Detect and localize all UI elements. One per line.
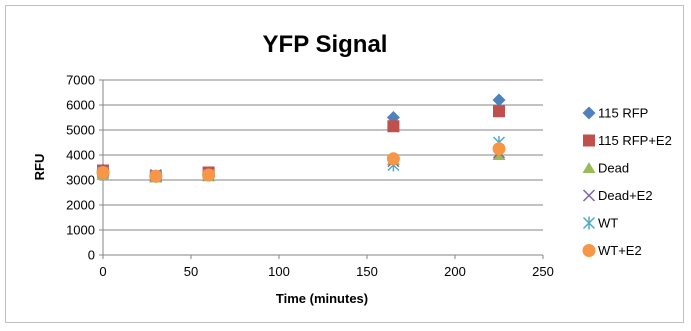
- y-tick-label: 3000: [66, 173, 95, 188]
- y-tick-label: 4000: [66, 148, 95, 163]
- data-point: [386, 152, 400, 166]
- legend-marker: [582, 244, 596, 257]
- data-point: [96, 166, 110, 179]
- legend-label: WT+E2: [598, 243, 642, 258]
- x-axis-title: Time (minutes): [276, 291, 368, 306]
- data-point: [202, 168, 216, 182]
- y-axis-title: RFU: [32, 154, 47, 181]
- legend-item: 115 RFP+E2: [583, 133, 672, 148]
- legend-label: Dead+E2: [598, 188, 653, 203]
- y-tick-label: 1000: [66, 223, 95, 238]
- chart-title: YFP Signal: [263, 31, 388, 58]
- y-tick-labels: 0 1000 2000 3000 4000 5000 6000 7000: [66, 73, 95, 263]
- data-point: [492, 93, 506, 107]
- data-point: [493, 105, 505, 118]
- x-tick-label: 150: [356, 264, 378, 279]
- y-tick-label: 5000: [66, 123, 95, 138]
- legend-label: WT: [598, 216, 618, 231]
- legend-label: 115 RFP+E2: [598, 133, 672, 148]
- legend-item: WT: [582, 216, 618, 231]
- legend-item: 115 RFP: [582, 106, 648, 121]
- legend-marker: [582, 106, 596, 120]
- legend: 115 RFP 115 RFP+E2 Dead Dead+E2 WT WT+E2: [582, 106, 672, 258]
- x-tick-label: 100: [268, 264, 290, 279]
- data-point: [387, 120, 400, 133]
- x-tick-labels: 0 50 100 150 200 250: [99, 264, 553, 279]
- y-tick-label: 2000: [66, 198, 95, 213]
- legend-marker: [582, 162, 596, 173]
- series-wt-e2: [96, 142, 506, 183]
- y-tick-label: 0: [88, 248, 95, 263]
- x-tick-label: 200: [444, 264, 466, 279]
- chart-frame: [5, 5, 684, 323]
- data-points: [96, 93, 506, 183]
- series-115-rfp: [96, 93, 506, 183]
- legend-marker: [582, 216, 596, 230]
- x-tick-label: 250: [532, 264, 554, 279]
- legend-item: Dead+E2: [582, 188, 653, 203]
- legend-label: 115 RFP: [598, 106, 648, 121]
- gridlines: [103, 79, 543, 231]
- legend-item: WT+E2: [582, 243, 642, 258]
- x-tick-label: 50: [184, 264, 198, 279]
- x-tick-label: 0: [99, 264, 106, 279]
- legend-label: Dead: [598, 161, 629, 176]
- y-tick-label: 7000: [66, 73, 95, 88]
- legend-marker: [582, 189, 596, 202]
- legend-item: Dead: [582, 161, 629, 176]
- axes: [99, 79, 544, 259]
- data-point: [492, 142, 506, 156]
- legend-marker: [583, 134, 595, 147]
- data-point: [149, 169, 163, 183]
- y-tick-label: 6000: [66, 98, 95, 113]
